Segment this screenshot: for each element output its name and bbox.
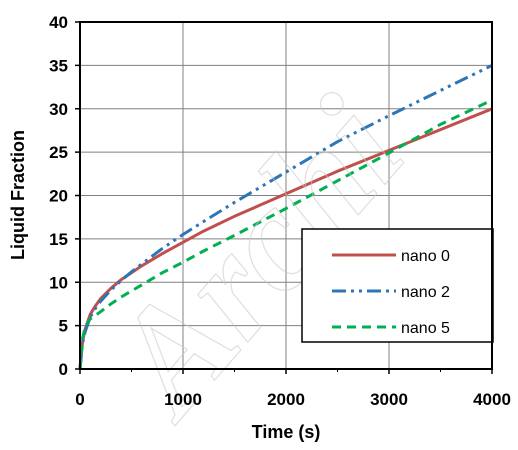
- legend-label: nano 0: [401, 248, 450, 265]
- legend-label: nano 5: [401, 320, 450, 337]
- x-tick-label: 3000: [370, 390, 408, 409]
- y-tick-label: 5: [59, 317, 68, 336]
- x-tick-label: 1000: [164, 390, 202, 409]
- x-axis-title: Time (s): [252, 422, 321, 442]
- y-tick-label: 15: [49, 230, 68, 249]
- y-tick-label: 25: [49, 143, 68, 162]
- y-tick-label: 0: [59, 360, 68, 379]
- series-line-nano-5: [78, 98, 493, 370]
- legend-label: nano 2: [401, 284, 450, 301]
- y-tick-label: 35: [49, 56, 68, 75]
- y-axis-title: Liquid Fraction: [8, 130, 28, 260]
- series-lines: [78, 64, 493, 370]
- y-tick-label: 10: [49, 273, 68, 292]
- y-tick-label: 20: [49, 187, 68, 206]
- x-tick-label: 0: [75, 390, 84, 409]
- legend: nano 0 nano 2 nano 5: [301, 228, 494, 343]
- axis-ticks: 0 5 10 15 20 25 30 35 40 0 1000 2000 3000 4000: [49, 13, 511, 409]
- y-tick-label: 30: [49, 100, 68, 119]
- x-tick-label: 2000: [267, 390, 305, 409]
- x-tick-label: 4000: [473, 390, 511, 409]
- y-tick-label: 40: [49, 13, 68, 32]
- series-line-nano-2: [78, 64, 493, 370]
- legend-box: [301, 228, 494, 343]
